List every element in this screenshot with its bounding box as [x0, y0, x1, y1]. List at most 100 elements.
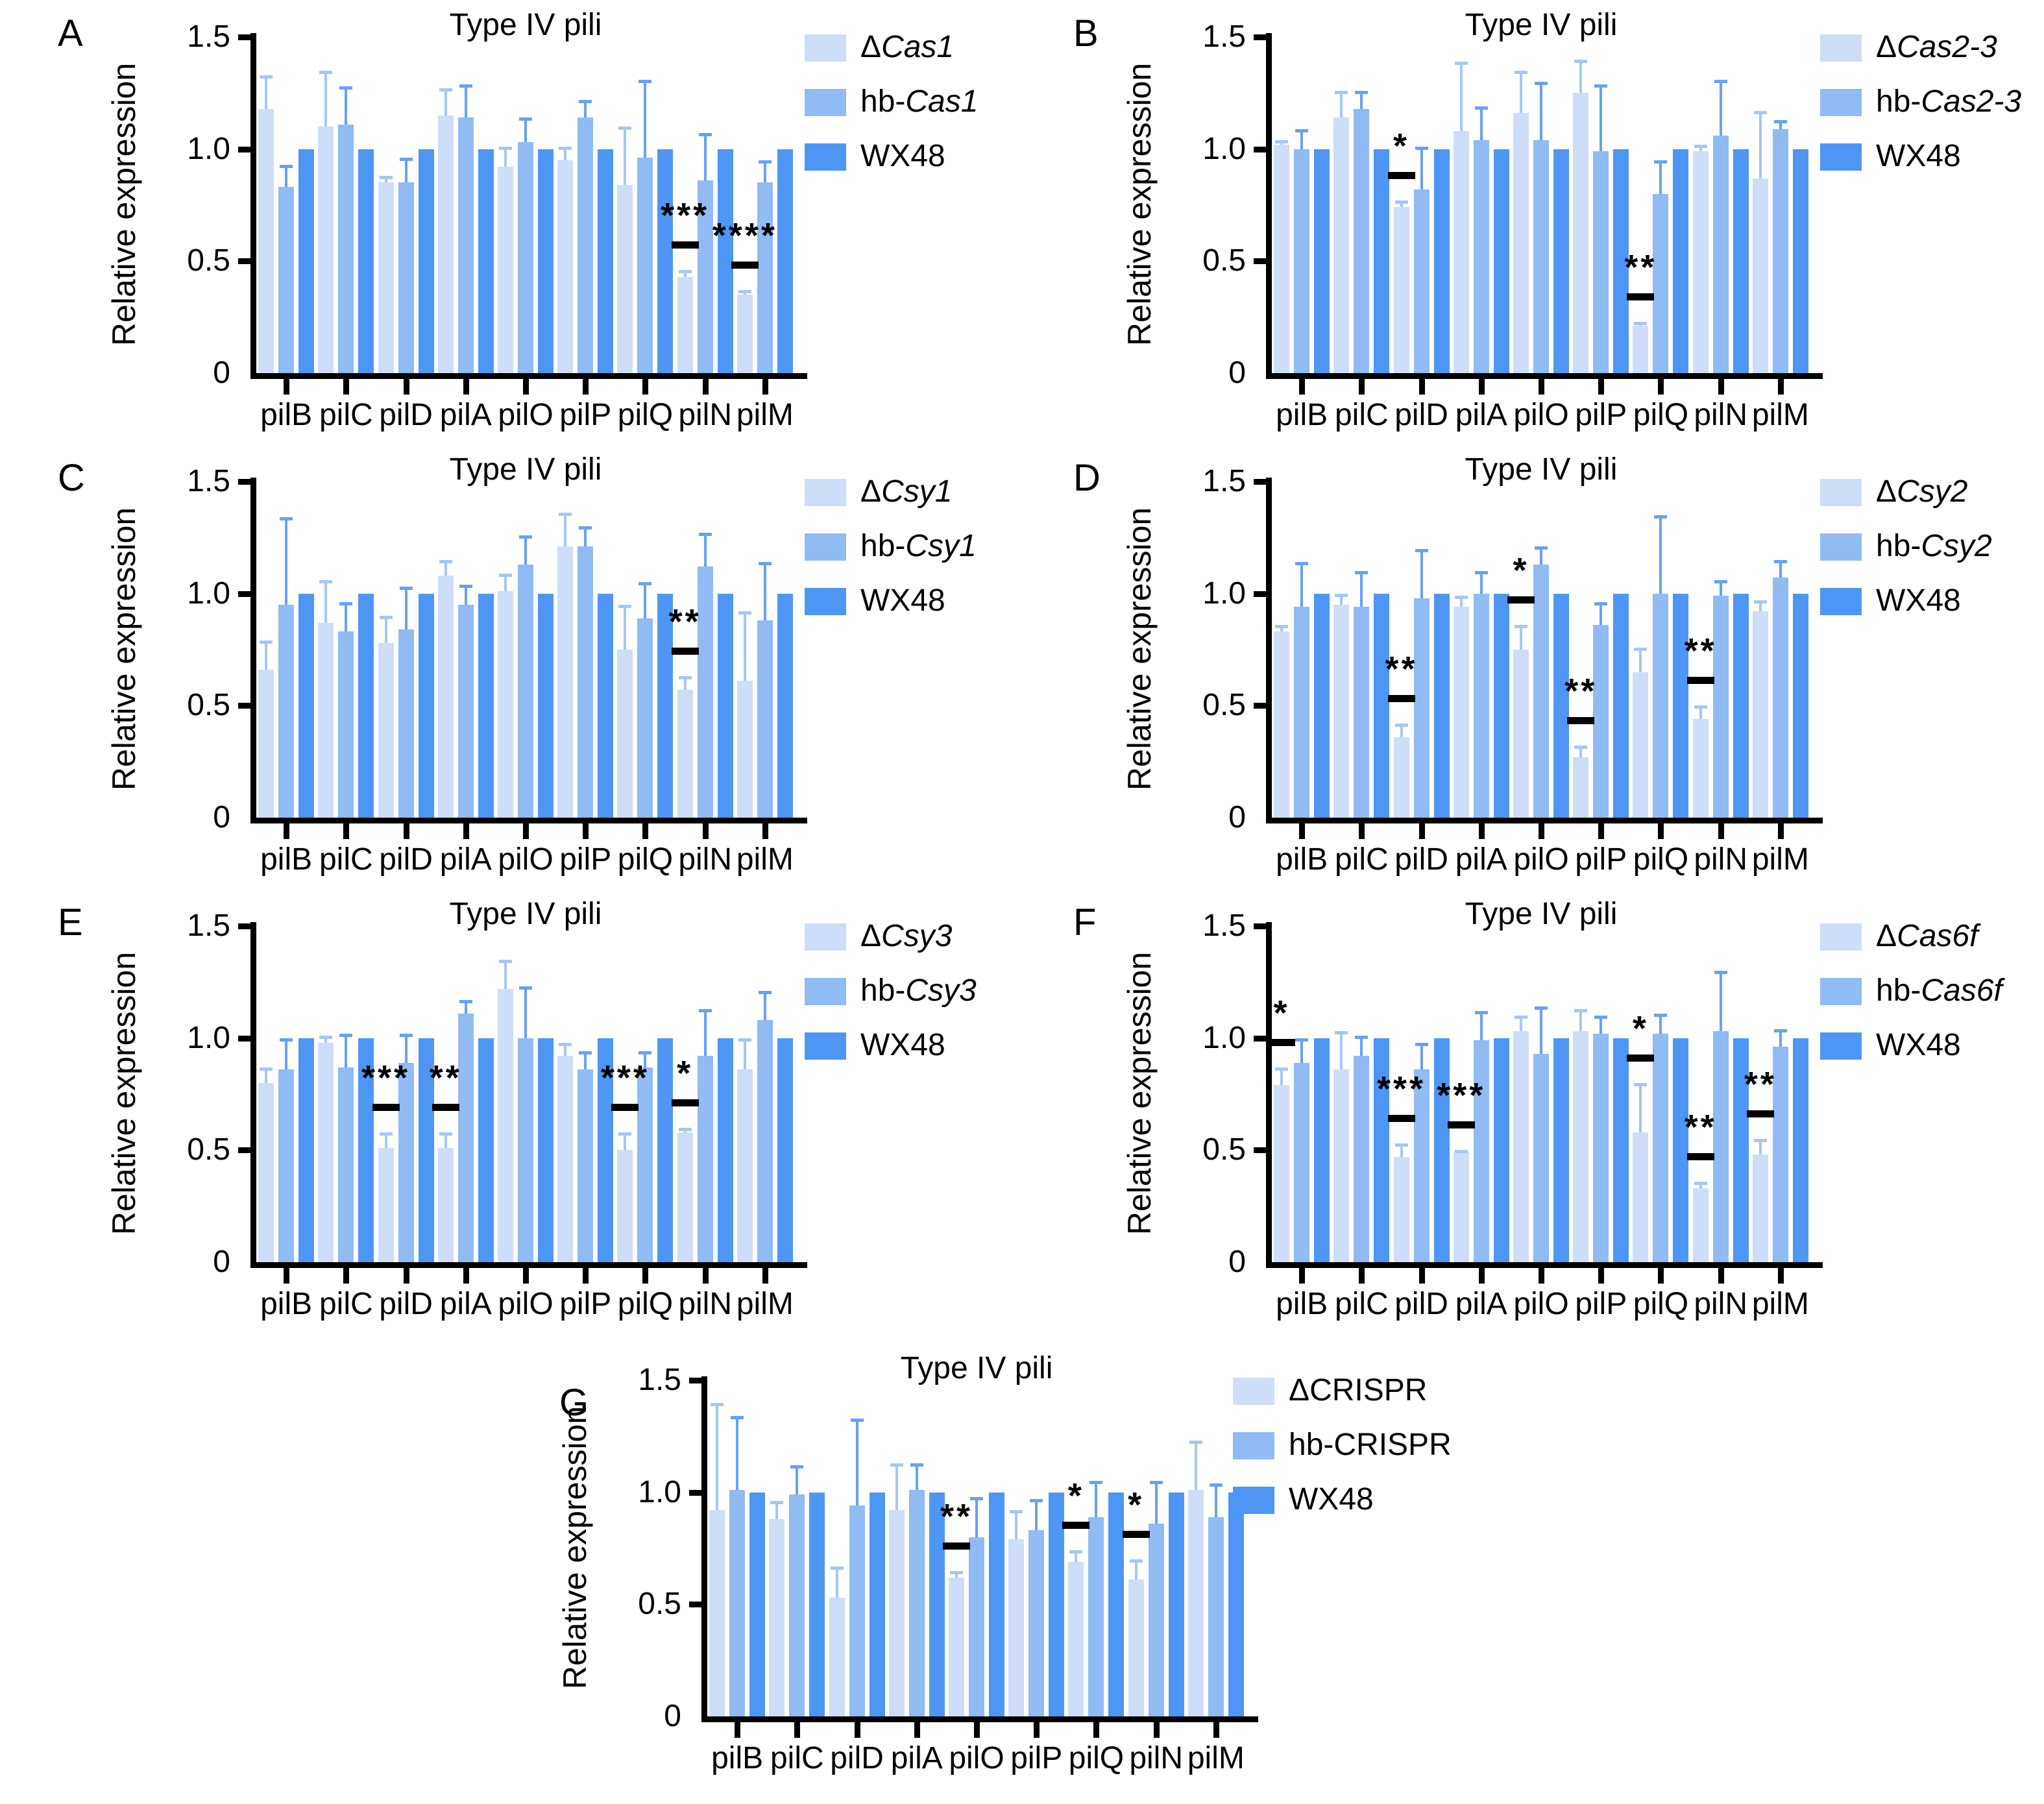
chart-title: Type IV pili: [449, 897, 602, 931]
chart-title: Type IV pili: [1465, 8, 1618, 42]
error-bar-cap: [1753, 110, 1767, 114]
error-bar: [1340, 90, 1343, 118]
significance-stars: *: [1273, 993, 1290, 1032]
error-bar-cap: [970, 1496, 983, 1500]
error-bar-cap: [678, 270, 692, 274]
x-tick-label: pilC: [319, 398, 373, 432]
bar-ΔCRISPR-pilA: [888, 1510, 905, 1716]
x-tick: [1478, 823, 1485, 839]
error-bar-cap: [1594, 1016, 1608, 1019]
error-bar: [384, 1132, 387, 1148]
error-bar-cap: [1454, 596, 1468, 600]
y-tick-label: 0.5: [638, 1587, 681, 1622]
bar-hb-Cas6f-pilA: [1473, 1040, 1489, 1262]
legend-label: WX48: [860, 583, 945, 618]
significance-dash: [1447, 1121, 1475, 1129]
bar-ΔCsy2-pilM: [1752, 611, 1768, 818]
error-bar-cap: [1129, 1559, 1143, 1563]
bar-WX48-pilQ: [1108, 1492, 1125, 1716]
error-bar: [624, 1132, 627, 1151]
bar-ΔCRISPR-pilD: [829, 1597, 845, 1716]
bar-WX48-pilO: [1553, 1038, 1569, 1262]
significance-stars: **: [1385, 649, 1418, 689]
error-bar: [1479, 106, 1483, 140]
error-bar: [1659, 160, 1662, 194]
error-bar-cap: [379, 176, 393, 180]
error-bar-cap: [280, 517, 293, 521]
bar-hb-Cas2-3-pilC: [1354, 108, 1370, 373]
bar-WX48-pilA: [1493, 1038, 1509, 1262]
error-bar-cap: [1474, 571, 1488, 575]
error-bar: [855, 1418, 858, 1506]
legend-swatch: [1233, 1432, 1274, 1459]
error-bar: [1758, 110, 1762, 178]
error-bar: [345, 86, 348, 125]
chart-title: Type IV pili: [900, 1351, 1053, 1385]
panel-A: A Type IV pili Relative expression 0 0.5 1…: [58, 8, 1028, 451]
bar-hb-Csy2-pilN: [1712, 596, 1729, 818]
significance-stars: *: [1393, 127, 1410, 166]
error-bar-cap: [1574, 746, 1588, 750]
error-bar: [464, 84, 467, 118]
error-bar-cap: [579, 526, 592, 530]
error-bar: [324, 579, 328, 623]
bar-hb-Csy3-pilD: [398, 1062, 414, 1262]
x-tick: [403, 379, 409, 395]
y-tick-label: 1.0: [638, 1474, 681, 1509]
bar-ΔCsy2-pilO: [1513, 650, 1529, 818]
error-bar: [1758, 1139, 1762, 1155]
bar-ΔCas2-3-pilC: [1333, 117, 1350, 373]
error-bar: [1360, 1036, 1363, 1056]
bar-hb-Csy3-pilN: [697, 1056, 713, 1262]
y-tick-label: 1.0: [187, 131, 230, 166]
error-bar: [524, 986, 527, 1038]
error-bar-cap: [1694, 1181, 1707, 1185]
legend-swatch: [1820, 89, 1862, 116]
error-bar: [1015, 1510, 1018, 1540]
bar-WX48-pilN: [717, 1038, 733, 1262]
y-axis: [1266, 922, 1272, 1268]
x-tick-label: pilO: [1513, 1287, 1569, 1321]
bar-hb-Cas6f-pilB: [1294, 1062, 1310, 1262]
error-bar-cap: [790, 1465, 804, 1469]
x-tick: [642, 379, 649, 395]
error-bar-cap: [1714, 79, 1727, 83]
panel-F: F Type IV pili Relative expression 0 0.5 1…: [1073, 897, 2044, 1340]
error-bar-cap: [439, 88, 452, 92]
bar-ΔCas6f-pilB: [1274, 1085, 1290, 1262]
significance-stars: *: [1632, 1008, 1649, 1048]
bar-hb-Csy1-pilP: [578, 546, 594, 818]
bar-WX48-pilD: [418, 1038, 434, 1262]
panel-letter: E: [58, 901, 83, 944]
error-bar: [285, 517, 288, 605]
bar-WX48-pilC: [1374, 149, 1390, 373]
bar-WX48-pilQ: [657, 593, 674, 818]
significance-dash: [1627, 1054, 1655, 1062]
bar-WX48-pilP: [598, 149, 614, 373]
y-tick: [1254, 1147, 1272, 1154]
error-bar-cap: [1753, 1139, 1767, 1143]
bar-hb-Cas2-3-pilB: [1294, 149, 1310, 373]
error-bar-cap: [559, 147, 572, 151]
bar-ΔCas6f-pilN: [1692, 1188, 1709, 1262]
bar-WX48-pilP: [1613, 593, 1629, 818]
legend-swatch: [1820, 588, 1862, 615]
x-tick-label: pilD: [830, 1741, 884, 1775]
bar-ΔCas6f-pilO: [1513, 1031, 1529, 1262]
error-bar-cap: [1030, 1499, 1043, 1503]
error-bar-cap: [339, 86, 353, 90]
legend-label: ΔCsy3: [860, 919, 953, 953]
error-bar: [464, 584, 467, 605]
error-bar-cap: [319, 1036, 333, 1040]
error-bar-cap: [1454, 1150, 1468, 1154]
panel-letter: B: [1073, 12, 1099, 55]
error-bar: [324, 70, 328, 127]
x-tick-label: pilN: [1694, 1287, 1747, 1321]
bar-WX48-pilB: [298, 1038, 315, 1262]
bar-hb-CRISPR-pilD: [849, 1505, 865, 1716]
x-tick-label: pilC: [1334, 1287, 1389, 1321]
x-tick: [1359, 823, 1365, 839]
error-bar-cap: [1415, 147, 1428, 151]
error-bar: [1719, 79, 1722, 136]
bar-ΔCsy1-pilQ: [617, 650, 633, 818]
